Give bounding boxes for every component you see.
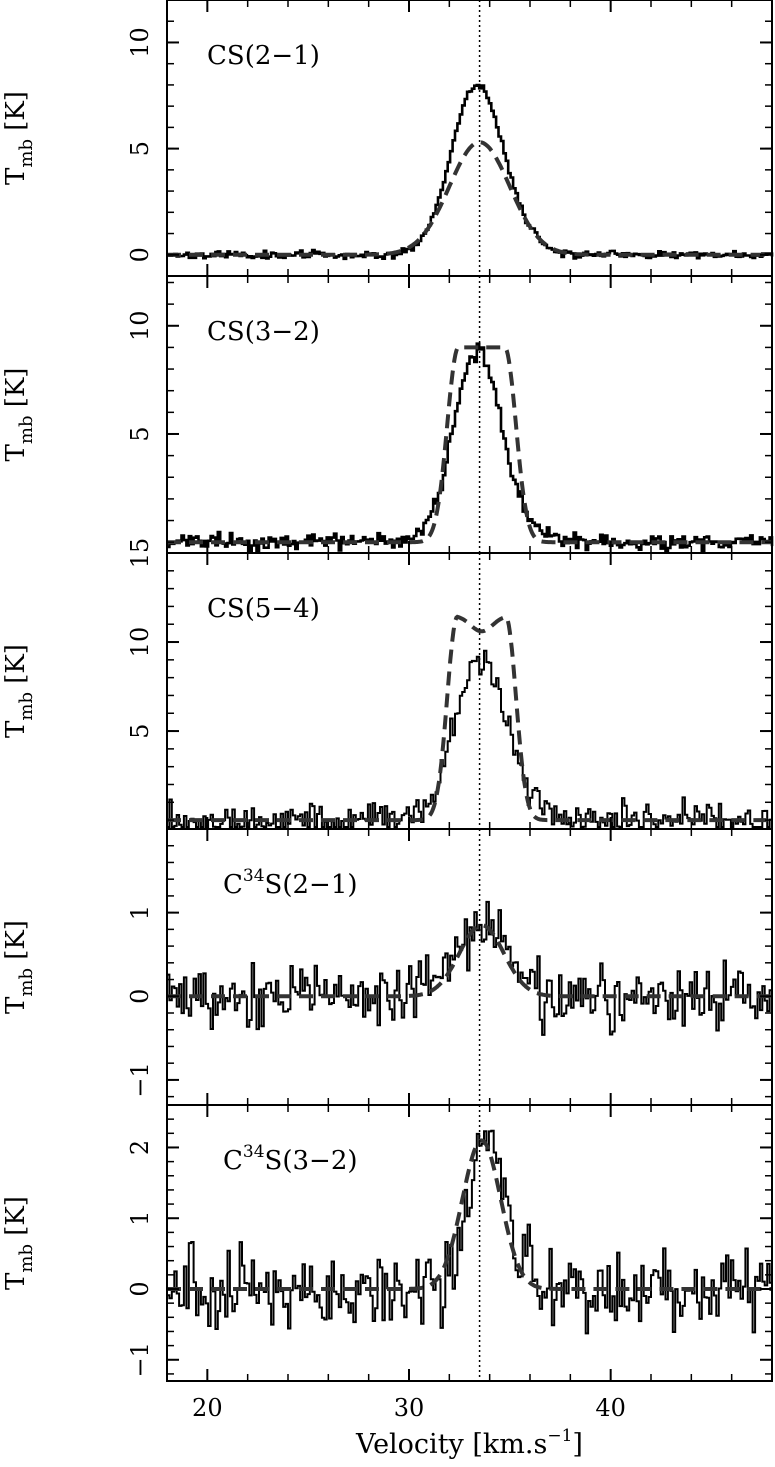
line-label-tail: S(2−1) — [265, 870, 358, 900]
y-tick-label-cs54: 5 — [126, 723, 154, 738]
line-label-cs21: CS(2−1) — [207, 41, 320, 71]
y-axis-label-subscript: mb — [16, 139, 37, 168]
y-tick-label-cs54: 15 — [126, 538, 154, 569]
y-axis-label-subscript: mb — [16, 1244, 37, 1273]
y-axis-label-unit: [K] — [1, 91, 31, 139]
line-label-tail: S(3−2) — [265, 1146, 358, 1176]
y-axis-label-symbol: T — [1, 720, 31, 738]
y-axis-label-subscript: mb — [16, 968, 37, 997]
y-axis-label-unit: [K] — [1, 920, 31, 968]
observed-spectrum-cs21 — [167, 83, 774, 261]
line-label-cs32: CS(3−2) — [207, 317, 320, 347]
y-axis-label-c34s32: Tmb [K] — [1, 1196, 37, 1290]
y-tick-label-cs21: 0 — [126, 247, 154, 262]
y-tick-label-c34s21: 0 — [126, 989, 154, 1004]
model-spectrum-c34s32 — [167, 1138, 772, 1291]
x-axis-label-superscript: −1 — [547, 1426, 572, 1446]
y-axis-label-symbol: T — [1, 443, 31, 461]
line-label-base: CS(2−1) — [207, 41, 320, 71]
line-label-base: C — [223, 870, 243, 900]
panel-cs32: 5 10 Tmb [K] CS(3−2) — [1, 275, 774, 554]
panel-c34s21: −1 0 1 Tmb [K] C34S(2−1) — [1, 828, 773, 1106]
panel-cs54: 5 10 15 Tmb [K] CS(5−4) — [1, 538, 773, 830]
y-tick-label-cs54: 10 — [126, 627, 154, 658]
y-axis-label-symbol: T — [1, 1272, 31, 1290]
panel-cs21: 0 5 10 Tmb [K] CS(2−1) — [1, 0, 774, 277]
observed-spectrum-c34s21 — [167, 900, 773, 1036]
observed-spectrum-cs54 — [167, 649, 773, 828]
line-label-base: CS(3−2) — [207, 317, 320, 347]
y-tick-label-c34s32: 2 — [126, 1140, 154, 1155]
y-tick-label-cs21: 5 — [126, 141, 154, 156]
observed-spectrum-cs32 — [167, 342, 774, 553]
y-tick-label-c34s32: 1 — [126, 1211, 154, 1226]
y-axis-label-symbol: T — [1, 996, 31, 1014]
y-axis-label-cs54: Tmb [K] — [1, 644, 37, 738]
x-axis-label-end: ] — [572, 1429, 583, 1460]
y-tick-label-cs21: 10 — [126, 27, 154, 58]
y-axis-label-symbol: T — [1, 167, 31, 185]
model-spectrum-cs21 — [167, 140, 772, 257]
y-axis-label-c34s21: Tmb [K] — [1, 920, 37, 1014]
panel-frame-c34s32 — [166, 1104, 773, 1382]
y-tick-label-c34s32: −1 — [126, 1342, 154, 1377]
y-axis-label-cs21: Tmb [K] — [1, 91, 37, 185]
line-label-superscript: 34 — [243, 1142, 265, 1162]
x-axis-label: Velocity [km.s−1] — [355, 1426, 583, 1460]
y-axis-label-unit: [K] — [1, 644, 31, 692]
x-tick-label: 20 — [192, 1394, 223, 1422]
y-axis-label-cs32: Tmb [K] — [1, 368, 37, 462]
x-tick-label: 40 — [595, 1394, 626, 1422]
line-label-base: CS(5−4) — [207, 594, 320, 624]
y-tick-label-c34s32: 0 — [126, 1281, 154, 1296]
line-label-superscript: 34 — [243, 866, 265, 886]
model-spectrum-cs54 — [167, 614, 772, 823]
y-tick-label-cs32: 5 — [126, 426, 154, 441]
line-label-cs54: CS(5−4) — [207, 594, 320, 624]
x-tick-label: 30 — [394, 1394, 425, 1422]
y-axis-label-subscript: mb — [16, 692, 37, 721]
y-axis-label-unit: [K] — [1, 1196, 31, 1244]
x-axis: 20 30 40 Velocity [km.s−1] — [192, 1394, 626, 1460]
y-tick-label-c34s21: −1 — [126, 1062, 154, 1097]
y-axis-label-unit: [K] — [1, 368, 31, 416]
model-spectrum-c34s21 — [167, 923, 772, 999]
y-tick-label-c34s21: 1 — [126, 905, 154, 920]
line-label-c34s32: C34S(3−2) — [223, 1142, 358, 1176]
line-label-base: C — [223, 1146, 243, 1176]
line-label-c34s21: C34S(2−1) — [223, 866, 358, 900]
panel-c34s32: −1 0 1 2 Tmb [K] C34S(3−2) — [1, 1104, 773, 1382]
y-axis-label-subscript: mb — [16, 416, 37, 445]
y-tick-label-cs32: 10 — [126, 311, 154, 342]
model-spectrum-cs32 — [167, 345, 772, 545]
x-axis-label-text: Velocity [km.s — [355, 1429, 547, 1460]
